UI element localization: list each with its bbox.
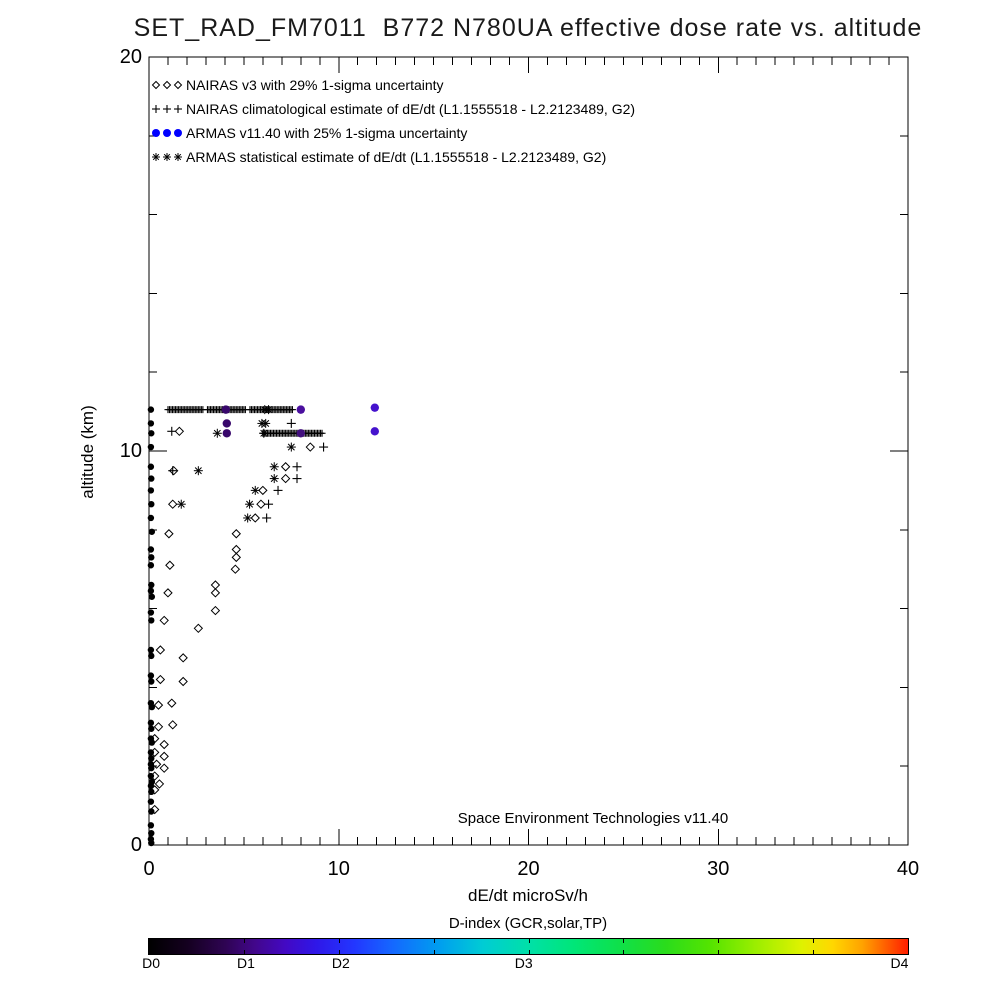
colorbar-label-d3: D3	[514, 955, 533, 971]
colorbar-segment-tick	[623, 939, 625, 943]
colorbar-label-d2: D2	[331, 955, 350, 971]
x-axis-title: dE/dt microSv/h	[468, 886, 588, 905]
legend-entry-nairas-v3: NAIRAS v3 with 29% 1-sigma uncertainty	[186, 77, 444, 93]
x-tick-label-30: 30	[707, 858, 730, 880]
colorbar-segment-tick	[433, 950, 435, 954]
legend-entry-nairas-climatological: NAIRAS climatological estimate of dE/dt …	[186, 101, 636, 117]
watermark-annotation: Space Environment Technologies v11.40	[457, 810, 729, 827]
y-axis-title: altitude (km)	[78, 405, 97, 499]
x-tick-label-0: 0	[143, 858, 155, 880]
legend-entry-armas-statistical: ARMAS statistical estimate of dE/dt (L1.…	[186, 149, 607, 165]
colorbar-segment-tick	[338, 939, 340, 943]
colorbar-label-d0: D0	[142, 955, 160, 971]
colorbar-segment-tick	[243, 939, 245, 943]
x-tick-label-40: 40	[896, 858, 920, 880]
colorbar-segment-tick	[528, 939, 530, 943]
colorbar-gradient	[148, 938, 909, 955]
colorbar-title: D-index (GCR,solar,TP)	[448, 915, 608, 932]
y-tick-label-20: 20	[119, 46, 142, 68]
colorbar-segment-tick	[433, 939, 435, 943]
x-tick-label-10: 10	[327, 858, 350, 880]
colorbar-segment-tick	[243, 950, 245, 954]
legend-entry-armas-v1140: ARMAS v11.40 with 25% 1-sigma uncertaint…	[186, 125, 468, 141]
colorbar-segment-tick	[338, 950, 340, 954]
colorbar-segment-tick	[813, 939, 815, 943]
chart-title: SET_RAD_FM7011 B772 N780UA effective dos…	[133, 14, 923, 42]
x-tick-label-20: 20	[517, 858, 540, 880]
colorbar-label-d4: D4	[890, 955, 909, 971]
colorbar-segment-tick	[528, 950, 530, 954]
colorbar-label-d1: D1	[236, 955, 255, 971]
y-tick-label-0: 0	[130, 834, 142, 856]
y-tick-label-10: 10	[119, 440, 142, 462]
colorbar-segment-tick	[718, 950, 720, 954]
colorbar-segment-tick	[718, 939, 720, 943]
colorbar-segment-tick	[813, 950, 815, 954]
colorbar-segment-tick	[623, 950, 625, 954]
